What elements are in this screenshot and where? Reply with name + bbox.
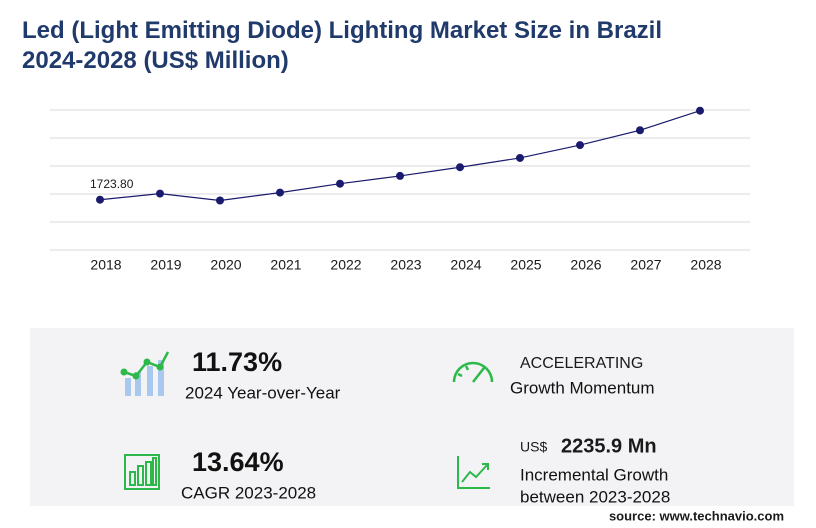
point [576, 141, 584, 150]
chart-subtitle: 2024-2028 (US$ Million) [22, 47, 289, 74]
icon-growth [457, 456, 490, 489]
chart-title: Led (Light Emitting Diode) Lighting Mark… [22, 17, 662, 44]
point [276, 188, 284, 197]
icon-gauge [452, 361, 494, 383]
stat-value: 13.64% [192, 447, 284, 477]
x-tick-label: 2026 [570, 257, 601, 273]
point [336, 179, 344, 188]
x-tick-label: 2028 [690, 257, 721, 273]
stat-value: ACCELERATING [520, 355, 643, 372]
x-tick-label: 2022 [330, 257, 361, 273]
x-tick-label: 2018 [90, 257, 121, 273]
x-tick-label: 2020 [210, 257, 241, 273]
point [516, 153, 524, 162]
line [99, 110, 701, 202]
point [216, 196, 224, 205]
source: source: www.technavio.com [609, 508, 784, 523]
icon-cagr [124, 454, 160, 490]
x-tick-label: 2024 [450, 257, 481, 273]
point [156, 189, 164, 198]
x-tick-label: 2021 [270, 257, 301, 273]
x-tick-label: 2019 [150, 257, 181, 273]
point [396, 171, 404, 180]
point [456, 163, 464, 172]
point [696, 106, 704, 115]
x-tick-label: 2023 [390, 257, 421, 273]
stat-value: 11.73% [192, 347, 282, 377]
stat-label: 2024 Year-over-Year [185, 383, 341, 402]
x-tick-label: 2025 [510, 257, 541, 273]
stat-label: Incremental Growth [520, 465, 668, 484]
point [636, 126, 644, 135]
x-tick-label: 2027 [630, 257, 661, 273]
stat-label: CAGR 2023-2028 [181, 483, 316, 502]
stat-unit: US$ [520, 439, 547, 455]
stat-value: 2235.9 Mn [561, 435, 657, 457]
stats-panel [30, 328, 794, 506]
icon-yoy [120, 351, 170, 396]
stat-label: Growth Momentum [510, 378, 655, 397]
point [96, 195, 104, 204]
data-label: 1723.80 [90, 177, 134, 191]
stat-label: between 2023-2028 [520, 487, 670, 506]
plot: 2018 2019 2020 2021 2022 2023 2024 2025 2026 2027… [50, 106, 750, 273]
